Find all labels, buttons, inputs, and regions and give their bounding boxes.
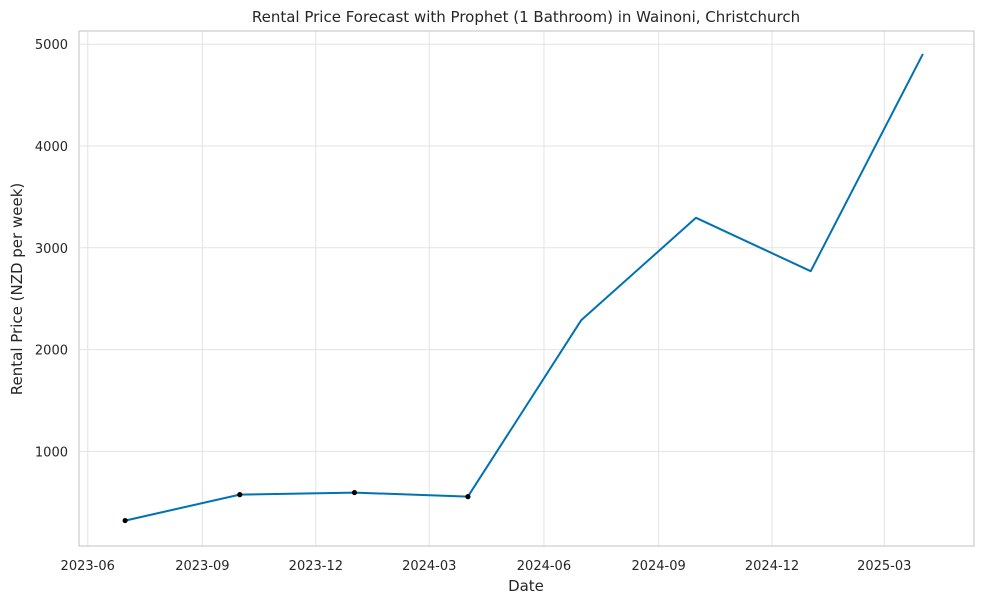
x-tick-label: 2023-06 (61, 559, 115, 574)
x-tick-label: 2023-12 (289, 559, 343, 574)
y-axis: 1000 2000 3000 4000 5000 (35, 38, 68, 460)
x-tick-label: 2024-12 (745, 559, 799, 574)
series (122, 53, 924, 524)
observed-point (351, 489, 358, 496)
x-axis: 2023-06 2023-09 2023-12 2024-03 2024-06 2024-… (61, 559, 912, 574)
plot-area (78, 30, 975, 547)
x-tick-label: 2024-09 (631, 559, 685, 574)
x-tick-label: 2024-06 (517, 559, 571, 574)
y-axis-label: Rental Price (NZD per week) (8, 183, 26, 395)
y-tick-label: 1000 (35, 445, 68, 460)
x-tick-label: 2025-03 (857, 559, 911, 574)
observed-point (237, 492, 243, 498)
forecast-line (124, 53, 924, 522)
grid (79, 31, 974, 546)
y-tick-label: 5000 (35, 38, 68, 53)
y-tick-label: 4000 (35, 140, 68, 155)
x-tick-label: 2023-09 (175, 559, 229, 574)
x-tick-label: 2024-03 (402, 559, 456, 574)
y-tick-label: 2000 (35, 344, 68, 359)
observed-point (122, 517, 128, 524)
y-tick-label: 3000 (35, 242, 68, 257)
x-axis-label: Date (508, 577, 544, 595)
observed-point (465, 494, 471, 500)
chart-title: Rental Price Forecast with Prophet (1 Ba… (252, 8, 800, 26)
